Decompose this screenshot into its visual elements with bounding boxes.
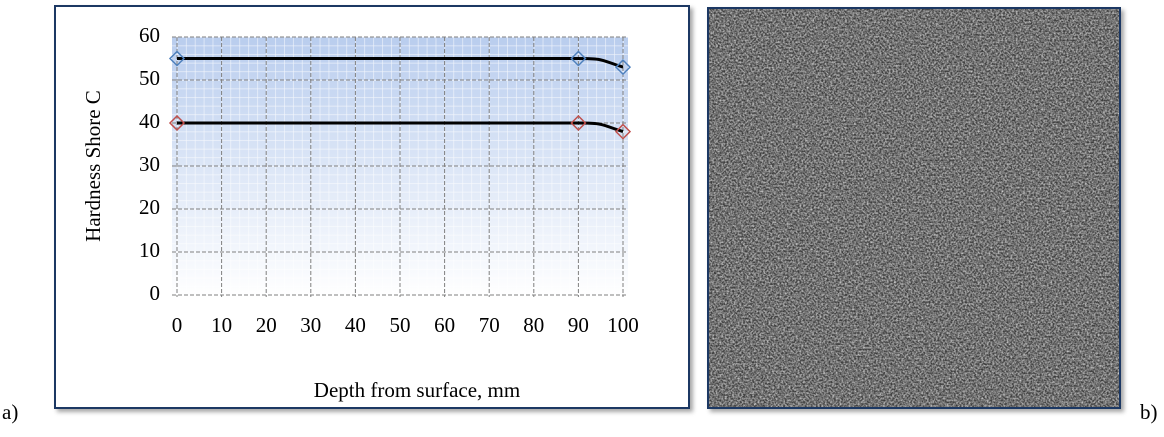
y-tick-label: 50 bbox=[139, 66, 160, 90]
x-tick-label: 70 bbox=[479, 313, 500, 337]
panel-label: b) bbox=[1140, 400, 1158, 424]
x-tick-label: 0 bbox=[172, 313, 183, 337]
y-tick-label: 40 bbox=[139, 109, 160, 133]
data-point bbox=[614, 59, 632, 76]
data-point bbox=[168, 50, 186, 67]
x-tick-label: 60 bbox=[434, 313, 455, 337]
data-point bbox=[168, 114, 186, 132]
data-point bbox=[614, 123, 632, 140]
y-axis-title: Hardness Shore C bbox=[81, 90, 105, 242]
x-tick-label: 80 bbox=[523, 313, 544, 337]
x-tick-label: 50 bbox=[390, 313, 411, 337]
x-tick-label: 90 bbox=[568, 313, 589, 337]
series-line bbox=[177, 56, 624, 69]
y-tick-label: 30 bbox=[139, 152, 160, 176]
data-point bbox=[570, 114, 587, 132]
x-tick-label: 10 bbox=[211, 313, 232, 337]
micrograph bbox=[709, 9, 1119, 407]
panel-label: a) bbox=[2, 400, 18, 424]
data-point bbox=[570, 50, 587, 67]
x-tick-label: 20 bbox=[256, 313, 277, 337]
y-tick-label: 20 bbox=[139, 195, 160, 219]
x-tick-label: 40 bbox=[345, 313, 366, 337]
y-tick-label: 0 bbox=[150, 281, 161, 305]
y-tick-label: 60 bbox=[139, 23, 160, 47]
y-tick-label: 10 bbox=[139, 238, 160, 262]
series-line bbox=[176, 121, 624, 134]
x-axis-title: Depth from surface, mm bbox=[314, 378, 520, 402]
x-tick-label: 30 bbox=[300, 313, 321, 337]
x-tick-label: 100 bbox=[607, 313, 639, 337]
